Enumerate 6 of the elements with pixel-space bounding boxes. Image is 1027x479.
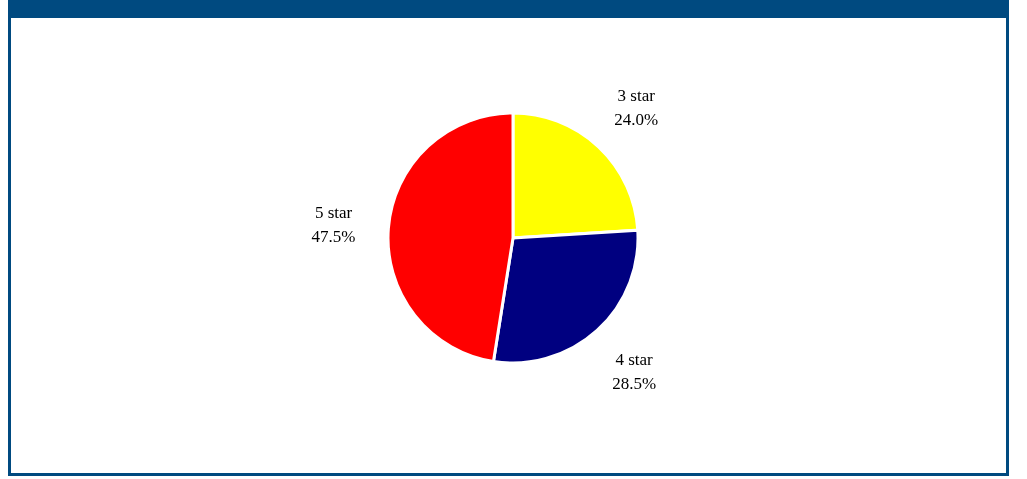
data-label: 28.5% [612, 374, 657, 394]
data-label: 47.5% [311, 226, 356, 246]
slice-label: 5 star [314, 202, 353, 222]
slice-label: 3 star [617, 85, 656, 105]
data-label: 24.0% [614, 109, 659, 129]
slice-label: 4 star [615, 350, 654, 370]
